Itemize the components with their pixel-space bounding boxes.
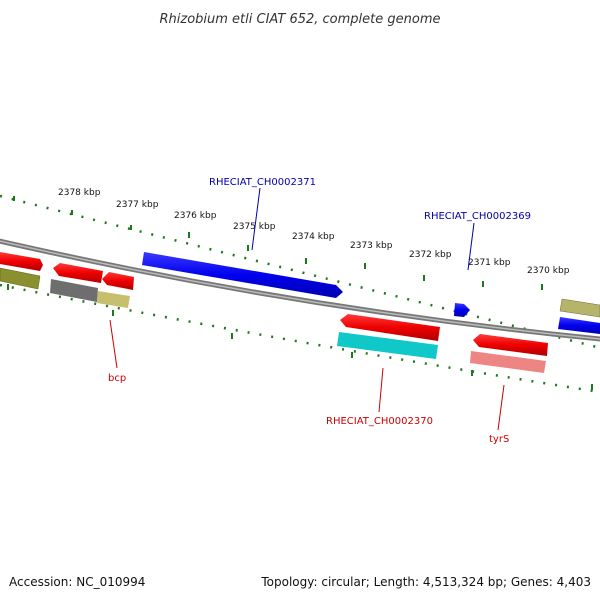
gene-RHECIAT_CH0002369[interactable] — [454, 303, 470, 317]
scale-label-2371: 2371 kbp — [468, 258, 511, 268]
gene-bcp[interactable] — [50, 279, 98, 302]
forward-genes — [142, 252, 600, 334]
gene-tyrS-red[interactable] — [473, 334, 548, 356]
scale-labels: 2378 kbp 2377 kbp 2376 kbp 2375 kbp 2374… — [58, 188, 570, 276]
scale-label-2376: 2376 kbp — [174, 211, 217, 221]
scale-label-2373: 2373 kbp — [350, 241, 393, 251]
label-RHECIAT_CH0002369: RHECIAT_CH0002369 — [424, 211, 531, 222]
reverse-genes — [50, 263, 548, 373]
gene-RHECIAT_CH0002371[interactable] — [142, 252, 343, 298]
scale-label-2375: 2375 kbp — [233, 222, 276, 232]
feature-left-red[interactable] — [0, 252, 43, 271]
genome-title: Rhizobium etli CIAT 652, complete genome — [160, 12, 441, 27]
scale-label-2370: 2370 kbp — [527, 266, 570, 276]
gene-RHECIAT_CH0002370-red[interactable] — [340, 314, 440, 341]
gene-bcp-tan[interactable] — [97, 291, 130, 308]
scale-label-2377: 2377 kbp — [116, 200, 159, 210]
genome-info-text: Topology: circular; Length: 4,513,324 bp… — [260, 575, 591, 589]
gene-labels: RHECIAT_CH0002371 RHECIAT_CH0002369 bcp … — [108, 177, 531, 445]
accession-text: Accession: NC_010994 — [9, 575, 145, 589]
gene-right-blue[interactable] — [558, 317, 600, 334]
label-tyrS: tyrS — [489, 434, 509, 445]
feature-right-olive[interactable] — [559, 298, 600, 318]
gene-red-2[interactable] — [102, 272, 134, 290]
label-bcp: bcp — [108, 373, 126, 384]
gene-RHECIAT_CH0002370[interactable] — [337, 332, 438, 359]
gene-tyrS[interactable] — [470, 351, 546, 373]
feature-olive-left[interactable] — [0, 267, 41, 290]
label-RHECIAT_CH0002370: RHECIAT_CH0002370 — [326, 416, 433, 427]
scale-label-2378: 2378 kbp — [58, 188, 101, 198]
forward-other-features — [0, 252, 600, 318]
label-RHECIAT_CH0002371: RHECIAT_CH0002371 — [209, 177, 316, 188]
scale-label-2372: 2372 kbp — [409, 250, 452, 260]
lower-scale-ticks — [7, 284, 593, 390]
genome-backbone — [0, 238, 600, 342]
label-leader-lines — [109, 187, 505, 431]
scale-label-2374: 2374 kbp — [292, 232, 335, 242]
gene-red-1[interactable] — [53, 263, 103, 283]
lower-scale-track — [0, 283, 600, 394]
upper-scale-ticks — [13, 196, 543, 290]
